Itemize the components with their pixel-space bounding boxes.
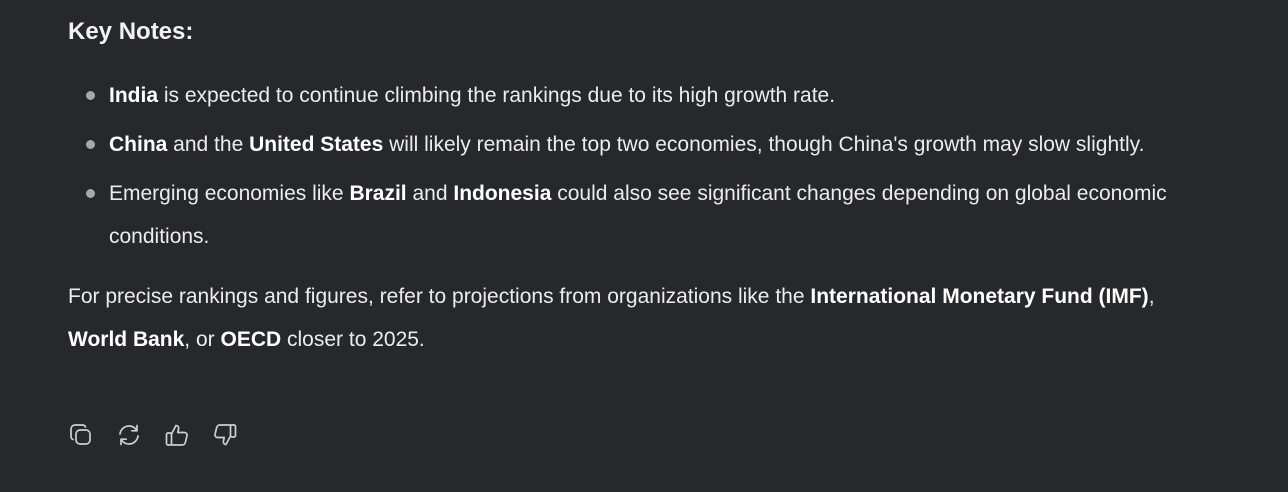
bold-term: China	[109, 133, 168, 156]
like-button[interactable]	[162, 420, 192, 450]
list-item: India is expected to continue climbing t…	[68, 74, 1208, 117]
text-span: ,	[1148, 285, 1155, 308]
bold-term: United States	[249, 133, 384, 156]
bold-term: OECD	[220, 328, 282, 351]
list-item: China and the United States will likely …	[68, 123, 1208, 166]
key-notes-list: India is expected to continue climbing t…	[68, 74, 1208, 258]
text-span: could also see significant changes depen…	[109, 182, 1167, 248]
closing-paragraph: For precise rankings and figures, refer …	[68, 275, 1198, 361]
dislike-button[interactable]	[210, 420, 240, 450]
section-heading: Key Notes:	[68, 18, 194, 45]
text-span: For precise rankings and figures, refer …	[68, 285, 811, 308]
bold-term: Brazil	[349, 182, 407, 205]
text-span: Emerging economies like	[109, 182, 350, 205]
bold-term: World Bank	[68, 328, 185, 351]
text-span: , or	[184, 328, 221, 351]
message-actions	[66, 420, 240, 450]
list-item-text: China and the United States will likely …	[109, 123, 1179, 166]
bold-term: Indonesia	[453, 182, 552, 205]
text-span: and the	[167, 133, 250, 156]
text-span: will likely remain the top two economies…	[383, 133, 1145, 156]
copy-icon	[70, 424, 91, 445]
list-item-text: India is expected to continue climbing t…	[109, 74, 1179, 117]
thumbs-down-icon	[214, 424, 237, 446]
bullet-dot	[86, 91, 95, 100]
bold-term: India	[109, 84, 159, 107]
regenerate-button[interactable]	[114, 420, 144, 450]
list-item: Emerging economies like Brazil and Indon…	[68, 172, 1208, 258]
bullet-dot	[86, 140, 95, 149]
text-span: closer to 2025.	[281, 328, 425, 351]
text-span: and	[406, 182, 454, 205]
thumbs-up-icon	[165, 424, 188, 446]
list-item-text: Emerging economies like Brazil and Indon…	[109, 172, 1179, 258]
assistant-message: Key Notes: India is expected to continue…	[68, 14, 1208, 361]
text-span: is expected to continue climbing the ran…	[158, 84, 836, 107]
bullet-dot	[86, 189, 95, 198]
bold-term: International Monetary Fund (IMF)	[810, 285, 1149, 308]
copy-button[interactable]	[66, 420, 96, 450]
refresh-icon	[119, 424, 139, 446]
